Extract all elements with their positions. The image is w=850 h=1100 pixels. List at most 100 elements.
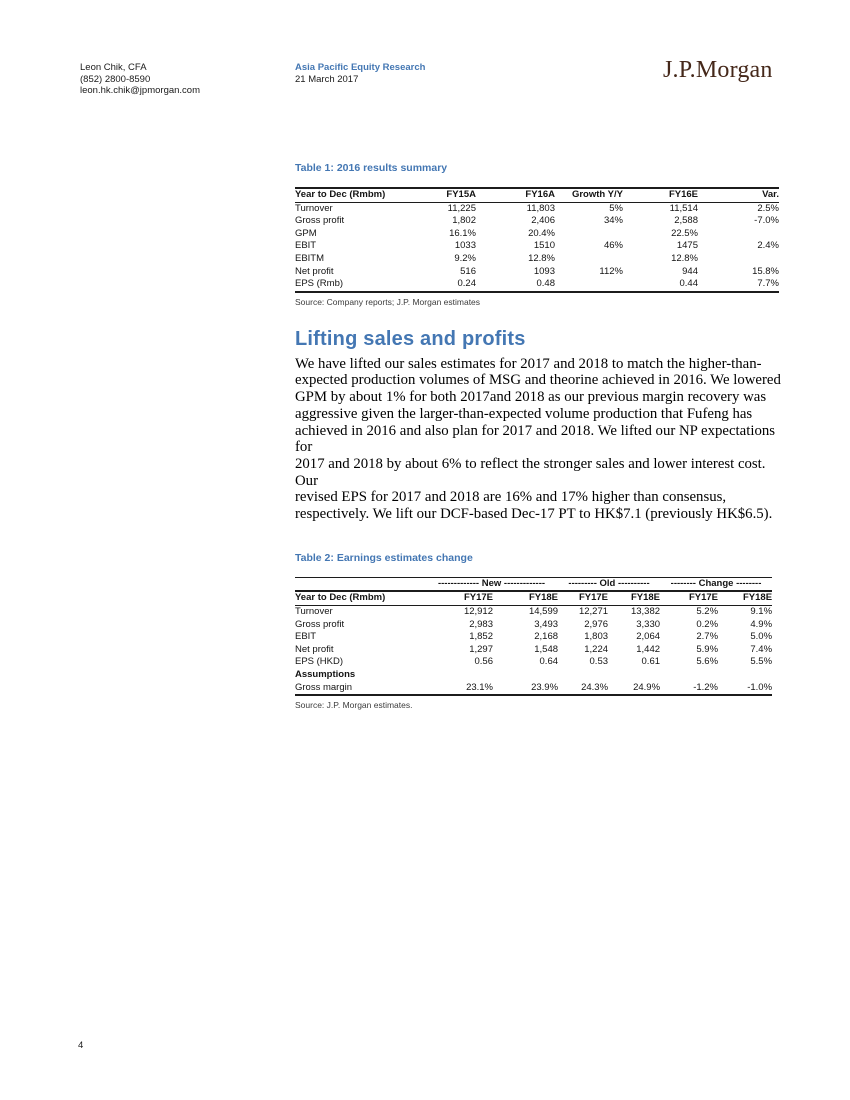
table-row: Net profit 516 1093 112% 944 15.8%: [295, 266, 779, 279]
table-group-header: ------------- New -------------: [437, 577, 546, 589]
column-header: FY18E: [528, 592, 559, 604]
row-label: Net profit: [295, 265, 334, 277]
table-cell: 2,983: [469, 618, 493, 630]
row-label: GPM: [295, 227, 317, 239]
table-cell: [660, 669, 718, 682]
table-row: Net profit 1,297 1,548 1,224 1,442 5.9% 7.4%: [295, 644, 772, 657]
column-header: FY16E: [668, 189, 698, 200]
table-cell: 1,852: [469, 631, 493, 643]
table-cell: 0.53: [589, 656, 609, 668]
table1-source: Source: Company reports; J.P. Morgan est…: [295, 296, 481, 307]
column-header: FY17E: [578, 592, 609, 604]
table-cell: 46%: [603, 240, 623, 252]
table-cell: [608, 669, 660, 682]
table-cell: 1475: [676, 240, 698, 252]
table-cell: 15.8%: [752, 265, 779, 277]
table-cell: 12,271: [578, 605, 609, 617]
row-label: Turnover: [295, 202, 333, 214]
analyst-phone: (852) 2800-8590: [80, 73, 151, 85]
table-row: Turnover 11,225 11,803 5% 11,514 2.5%: [295, 202, 779, 215]
table-cell: [493, 669, 558, 682]
table-cell: [425, 669, 493, 682]
publication-date: 21 March 2017: [295, 73, 359, 85]
table-row: EBIT 1033 1510 46% 1475 2.4%: [295, 240, 779, 253]
analyst-contact-block: Leon Chik, CFA (852) 2800-8590 leon.hk.c…: [80, 62, 200, 97]
table-cell: [555, 228, 623, 241]
section-heading: Lifting sales and profits: [295, 327, 526, 350]
table-cell: [698, 253, 779, 266]
table-cell: 112%: [599, 265, 623, 277]
earnings-estimates-table: ------------- New ------------- ---------…: [295, 577, 773, 697]
results-summary-table: Year to Dec (Rmbm) FY15A FY16A Growth Y/Y FY…: [295, 187, 779, 293]
table-cell: 0.48: [476, 278, 555, 293]
row-label: Assumptions: [295, 668, 356, 680]
table-cell: [555, 278, 623, 293]
content-column: Table 1: 2016 results summary Year to De…: [295, 162, 781, 710]
table-cell: 11,514: [669, 202, 698, 214]
table-cell: 7.7%: [698, 278, 779, 293]
table-cell: 0.64: [539, 656, 559, 668]
table-cell: 3,493: [534, 618, 559, 630]
publication-title: Asia Pacific Equity Research: [295, 62, 426, 73]
column-header: Year to Dec (Rmbm): [295, 189, 386, 200]
column-header: Var.: [762, 189, 779, 200]
publication-block: Asia Pacific Equity Research 21 March 20…: [295, 62, 425, 85]
table-cell: 24.3%: [558, 681, 609, 697]
table-row: Assumptions: [295, 669, 772, 682]
table-cell: 23.9%: [493, 681, 559, 697]
table-row: Gross margin 23.1% 23.9% 24.3% 24.9% -1.2% -1.…: [295, 681, 773, 697]
table-cell: -1.0%: [718, 681, 773, 697]
table-cell: 1,803: [584, 631, 609, 643]
table-cell: 4.9%: [750, 618, 773, 630]
column-header: FY17E: [463, 592, 493, 604]
table-cell: 11,225: [447, 202, 476, 214]
analyst-email: leon.hk.chik@jpmorgan.com: [80, 85, 201, 97]
table-cell: 22.5%: [671, 227, 698, 239]
row-label: Gross profit: [295, 215, 345, 227]
row-label: EPS (HKD): [295, 656, 344, 668]
table-header-row: Year to Dec (Rmbm) FY17E FY18E FY17E FY18E FY…: [295, 591, 773, 606]
table-group-header-row: ------------- New ------------- ---------…: [295, 577, 773, 592]
table-row: EPS (HKD) 0.56 0.64 0.53 0.61 5.6% 5.5%: [295, 656, 772, 669]
table-cell: 1,442: [636, 643, 661, 655]
table-row: Turnover 12,912 14,599 12,271 13,382 5.2% 9.1%: [295, 605, 772, 618]
table-cell: 1033: [454, 240, 476, 252]
table2-source: Source: J.P. Morgan estimates.: [295, 700, 413, 711]
row-label: Turnover: [295, 605, 333, 617]
table-cell: [558, 669, 608, 682]
table-cell: 5.9%: [696, 643, 719, 655]
table-row: GPM 16.1% 20.4% 22.5%: [295, 228, 779, 241]
table-cell: 2.4%: [757, 240, 779, 252]
table-cell: 0.24: [395, 278, 476, 293]
table-cell: 2,976: [584, 618, 609, 630]
table-cell: 24.9%: [608, 681, 661, 697]
body-paragraph: We have lifted our sales estimates for 2…: [295, 355, 781, 523]
table-cell: [555, 253, 623, 266]
column-header: FY17E: [688, 592, 719, 604]
table-row: EBIT 1,852 2,168 1,803 2,064 2.7% 5.0%: [295, 631, 772, 644]
table2-block: Table 2: Earnings estimates change -----…: [295, 552, 780, 710]
table-cell: 20.4%: [528, 227, 555, 239]
analyst-name: Leon Chik, CFA: [80, 62, 147, 73]
table-cell: 12,912: [463, 605, 493, 617]
table-cell: 7.4%: [750, 643, 773, 655]
table-cell: 0.44: [623, 278, 698, 293]
table-cell: 2.7%: [696, 631, 719, 643]
table-cell: 0.56: [474, 656, 494, 668]
table1-title: Table 1: 2016 results summary: [295, 162, 448, 174]
column-header: FY18E: [742, 592, 773, 604]
table-cell: 1,802: [452, 215, 476, 227]
table-cell: 5.6%: [696, 656, 719, 668]
table-cell: 0.61: [641, 656, 661, 668]
table-cell: 9.2%: [454, 252, 476, 264]
column-header: Year to Dec (Rmbm): [295, 592, 386, 604]
row-label: EBITM: [295, 252, 325, 264]
table-cell: 2,064: [636, 631, 661, 643]
table-cell: -1.2%: [660, 681, 719, 697]
table-header-row: Year to Dec (Rmbm) FY15A FY16A Growth Y/Y FY…: [295, 188, 779, 203]
table-cell: [698, 228, 779, 241]
table-cell: 1093: [533, 265, 555, 277]
table-cell: 34%: [603, 215, 623, 227]
table-cell: 5.5%: [750, 656, 773, 668]
